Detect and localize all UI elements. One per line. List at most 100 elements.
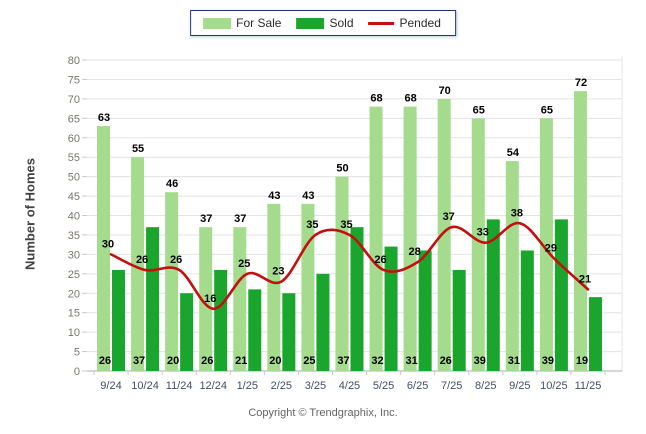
sold-value-label: 37: [133, 355, 145, 367]
x-axis-label: 2/25: [271, 380, 292, 392]
for-sale-bar: [233, 227, 247, 371]
pended-value-label: 30: [102, 238, 114, 250]
for-sale-value-label: 50: [336, 163, 348, 175]
for-sale-value-label: 37: [234, 213, 246, 225]
for-sale-bar: [573, 91, 587, 371]
legend-item-pended: Pended: [368, 16, 441, 30]
sold-bar: [384, 246, 398, 371]
y-tick-label: 10: [68, 327, 80, 339]
y-tick-label: 20: [68, 288, 80, 300]
sold-bar: [248, 289, 262, 371]
for-sale-bar: [539, 118, 553, 371]
y-tick-label: 25: [68, 269, 80, 281]
for-sale-value-label: 65: [541, 104, 553, 116]
pended-line-swatch-icon: [368, 21, 395, 25]
y-tick-label: 55: [68, 152, 80, 164]
sold-value-label: 37: [337, 355, 349, 367]
legend: For Sale Sold Pended: [190, 10, 456, 36]
for-sale-value-label: 54: [507, 147, 520, 159]
for-sale-value-label: 55: [132, 143, 144, 155]
sold-bar: [520, 250, 534, 371]
sold-value-label: 31: [406, 355, 418, 367]
for-sale-bar: [267, 203, 281, 371]
for-sale-value-label: 70: [439, 85, 451, 97]
pended-line: [109, 221, 590, 311]
y-tick-label: 0: [74, 366, 80, 378]
for-sale-value-label: 68: [370, 93, 382, 105]
for-sale-bar: [131, 157, 145, 371]
for-sale-bar: [505, 161, 519, 371]
for-sale-bar: [403, 106, 417, 372]
pended-value-label: 16: [204, 293, 216, 305]
x-axis-label: 5/25: [373, 380, 394, 392]
pended-value-label: 35: [340, 219, 352, 231]
for-sale-value-label: 72: [575, 77, 587, 89]
for-sale-value-label: 65: [473, 104, 485, 116]
sold-value-label: 32: [371, 355, 383, 367]
pended-value-label: 26: [136, 254, 148, 266]
pended-value-label: 25: [238, 258, 250, 270]
for-sale-bar: [335, 176, 349, 371]
for-sale-bar: [471, 118, 485, 371]
sold-bar: [486, 219, 500, 371]
pended-value-label: 29: [545, 242, 557, 254]
pended-value-label: 23: [272, 266, 284, 278]
sold-bar: [146, 227, 160, 371]
y-tick-label: 75: [68, 74, 80, 86]
y-tick-label: 65: [68, 113, 80, 125]
for-sale-bar: [301, 203, 315, 371]
pended-value-label: 28: [409, 246, 421, 258]
sold-bar: [112, 269, 125, 371]
pended-value-label: 33: [477, 227, 489, 239]
legend-label-pended: Pended: [399, 16, 441, 30]
pended-value-label: 35: [306, 219, 318, 231]
legend-label-for-sale: For Sale: [236, 16, 282, 30]
x-axis-label: 1/25: [237, 380, 258, 392]
y-tick-label: 40: [68, 211, 80, 223]
for-sale-value-label: 43: [302, 190, 314, 202]
sold-value-label: 20: [167, 355, 179, 367]
sold-value-label: 26: [99, 355, 111, 367]
sold-bar: [554, 219, 568, 371]
x-axis-label: 7/25: [441, 380, 462, 392]
sold-bar: [350, 227, 364, 371]
pended-value-label: 21: [579, 273, 591, 285]
x-axis-label: 12/24: [199, 380, 227, 392]
for-sale-value-label: 63: [98, 112, 110, 124]
sold-swatch-icon: [296, 17, 325, 29]
x-axis-label: 11/25: [575, 380, 602, 392]
pended-value-label: 26: [374, 254, 386, 266]
y-tick-label: 45: [68, 191, 80, 203]
x-axis-label: 9/25: [509, 380, 530, 392]
sold-value-label: 26: [201, 355, 213, 367]
pended-value-label: 37: [443, 211, 455, 223]
sold-bar: [418, 250, 432, 371]
x-axis-label: 6/25: [407, 380, 428, 392]
y-tick-label: 35: [68, 230, 80, 242]
y-tick-label: 60: [68, 133, 80, 145]
pended-value-label: 38: [511, 207, 523, 219]
x-axis-label: 3/25: [305, 380, 326, 392]
y-tick-label: 80: [68, 55, 80, 67]
x-axis-label: 10/24: [131, 380, 159, 392]
x-axis-label: 11/24: [166, 380, 193, 392]
for-sale-value-label: 46: [166, 178, 178, 190]
sold-value-label: 26: [440, 355, 452, 367]
y-tick-label: 70: [68, 94, 80, 106]
sold-value-label: 39: [474, 355, 486, 367]
for-sale-bar: [437, 98, 451, 371]
pended-value-label: 26: [170, 254, 182, 266]
legend-label-sold: Sold: [329, 16, 354, 30]
sold-bar: [452, 269, 466, 371]
copyright-text: Copyright © Trendgraphix, Inc.: [248, 407, 398, 419]
sold-bar: [180, 293, 194, 371]
x-axis-label: 10/25: [540, 380, 568, 392]
x-axis-label: 8/25: [475, 380, 496, 392]
legend-item-for-sale: For Sale: [203, 17, 281, 29]
for-sale-swatch-icon: [203, 17, 232, 29]
for-sale-bar: [199, 227, 213, 371]
legend-item-sold: Sold: [296, 16, 354, 30]
for-sale-bar: [369, 106, 383, 372]
